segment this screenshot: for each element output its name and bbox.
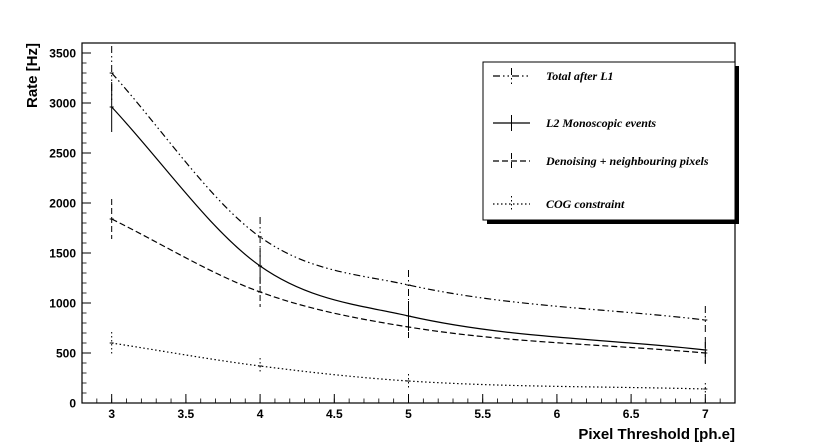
legend-label-denoising-neighbouring-pixels: Denoising + neighbouring pixels — [545, 154, 709, 168]
y-axis-title: Rate [Hz] — [24, 43, 41, 108]
y-tick-label: 2000 — [49, 197, 76, 211]
legend-box — [482, 61, 736, 221]
x-tick-label: 5 — [405, 407, 412, 421]
series-curves — [111, 72, 706, 390]
legend: Total after L1 L2 Monoscopic events Denois… — [482, 61, 739, 224]
x-tick-label: 6 — [554, 407, 561, 421]
y-tick-label: 1000 — [49, 297, 76, 311]
x-tick-label: 7 — [702, 407, 709, 421]
axis-ticks — [81, 42, 736, 404]
x-tick-label: 4 — [257, 407, 264, 421]
x-tick-label: 5.5 — [474, 407, 491, 421]
series-line-cog-constraint — [111, 342, 706, 390]
y-tick-label: 500 — [56, 347, 76, 361]
series-line-l2-monoscopic-events — [111, 106, 706, 351]
y-tick-label: 3500 — [49, 47, 76, 61]
series-line-denoising-neighbouring-pixels — [111, 218, 706, 354]
series-line-total-after-l1 — [111, 72, 706, 321]
x-axis-title: Pixel Threshold [ph.e] — [578, 426, 735, 443]
y-tick-label: 1500 — [49, 247, 76, 261]
x-tick-label: 3.5 — [178, 407, 195, 421]
legend-label-cog-constraint: COG constraint — [546, 197, 625, 211]
x-tick-label: 4.5 — [326, 407, 343, 421]
y-tick-label: 0 — [69, 397, 76, 411]
y-tick-label: 3000 — [49, 97, 76, 111]
y-tick-label: 2500 — [49, 147, 76, 161]
series-error-bars — [109, 46, 708, 395]
x-tick-label: 6.5 — [623, 407, 640, 421]
legend-label-total-after-l1: Total after L1 — [546, 69, 614, 83]
legend-items: Total after L1 L2 Monoscopic events Denois… — [493, 68, 709, 212]
legend-label-l2-monoscopic-events: L2 Monoscopic events — [545, 116, 656, 130]
tick-labels: 3 3.5 4 4.5 5 5.5 6 6.5 7 0 500 1000 1500 2000 2500 300… — [49, 47, 709, 422]
x-tick-label: 3 — [108, 407, 115, 421]
